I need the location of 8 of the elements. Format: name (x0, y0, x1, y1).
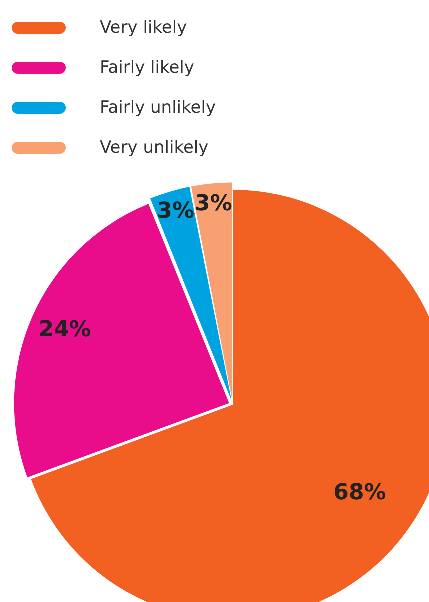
data-label: 3% (157, 199, 195, 224)
legend-label: Fairly unlikely (100, 98, 216, 118)
data-label: 68% (334, 480, 386, 506)
data-label: 24% (38, 317, 92, 342)
data-label: 3% (195, 192, 232, 217)
legend-label: Very likely (100, 18, 188, 38)
legend-label: Very unlikely (100, 138, 209, 158)
legend-label: Fairly likely (100, 58, 194, 78)
